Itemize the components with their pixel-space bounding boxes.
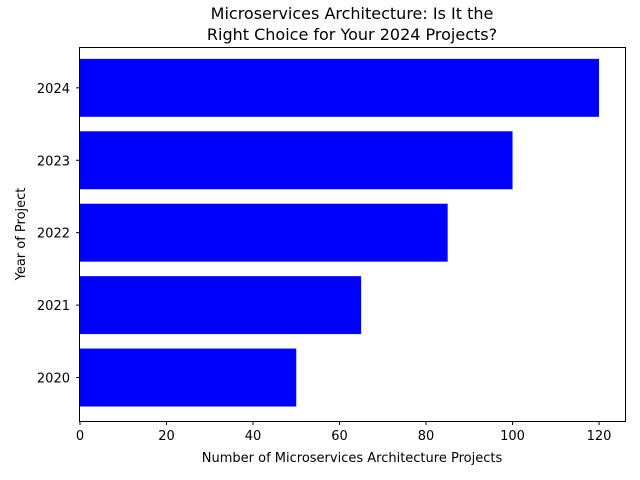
bar-2023 (80, 131, 513, 190)
bar-2021 (80, 276, 362, 335)
x-tick-label-60: 60 (331, 429, 348, 444)
bars (80, 58, 600, 407)
bar-2020 (80, 348, 297, 407)
chart-title-line-2: Right Choice for Your 2024 Projects? (207, 25, 497, 44)
bar-2022 (80, 203, 448, 262)
y-tick-label-2020: 2020 (37, 372, 70, 387)
bar-2024 (80, 58, 600, 117)
x-tick-label-100: 100 (500, 429, 525, 444)
chart-title-line-1: Microservices Architecture: Is It the (211, 4, 494, 23)
plot-area-frame (79, 47, 626, 422)
x-tick-label-0: 0 (76, 429, 84, 444)
x-tick-label-120: 120 (587, 429, 612, 444)
y-tick-label-2021: 2021 (37, 299, 70, 314)
chart-title: Microservices Architecture: Is It the Ri… (207, 4, 497, 44)
x-axis-ticks: 0 20 40 60 80 100 120 (76, 421, 612, 444)
y-axis-label: Year of Project (14, 188, 29, 282)
x-axis-label: Number of Microservices Architecture Pro… (202, 451, 503, 466)
x-tick-label-80: 80 (418, 429, 435, 444)
y-tick-label-2023: 2023 (37, 154, 70, 169)
y-axis-ticks: 2020 2021 2022 2023 2024 (37, 82, 80, 387)
x-tick-label-40: 40 (245, 429, 262, 444)
y-tick-label-2022: 2022 (37, 227, 70, 242)
y-tick-label-2024: 2024 (37, 82, 70, 97)
x-tick-label-20: 20 (158, 429, 175, 444)
